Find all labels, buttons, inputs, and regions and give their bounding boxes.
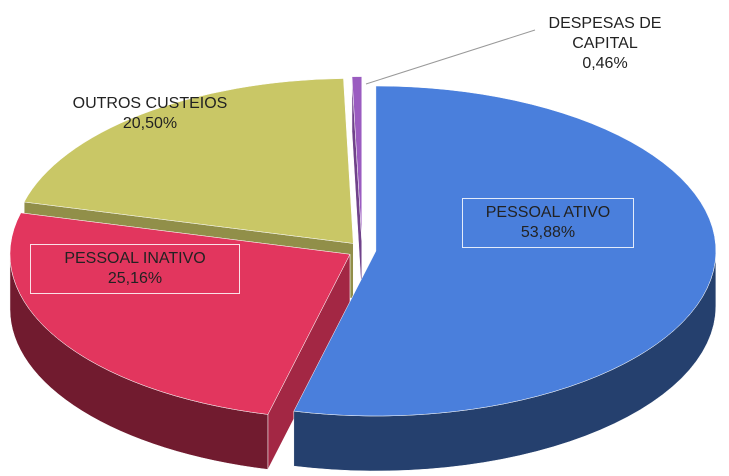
slice-label: PESSOAL INATIVO 25,16% — [30, 244, 240, 294]
label-name: DESPESAS DE CAPITAL — [548, 15, 662, 52]
label-name: PESSOAL ATIVO — [485, 204, 611, 221]
label-value: 0,46% — [582, 55, 628, 72]
label-name: PESSOAL INATIVO — [64, 250, 206, 267]
slice-label: PESSOAL ATIVO 53,88% — [462, 198, 634, 248]
leader-line — [365, 29, 536, 85]
slice-top — [293, 85, 717, 417]
label-name: OUTROS CUSTEIOS — [72, 95, 228, 112]
slice-label: DESPESAS DE CAPITAL 0,46% — [540, 10, 670, 78]
slice-top — [23, 78, 354, 244]
label-value: 20,50% — [122, 115, 178, 132]
slice-top — [9, 212, 351, 415]
label-value: 25,16% — [107, 270, 163, 287]
label-value: 53,88% — [520, 224, 576, 241]
slice-label: OUTROS CUSTEIOS 20,50% — [45, 90, 255, 138]
slice-top — [351, 76, 363, 242]
